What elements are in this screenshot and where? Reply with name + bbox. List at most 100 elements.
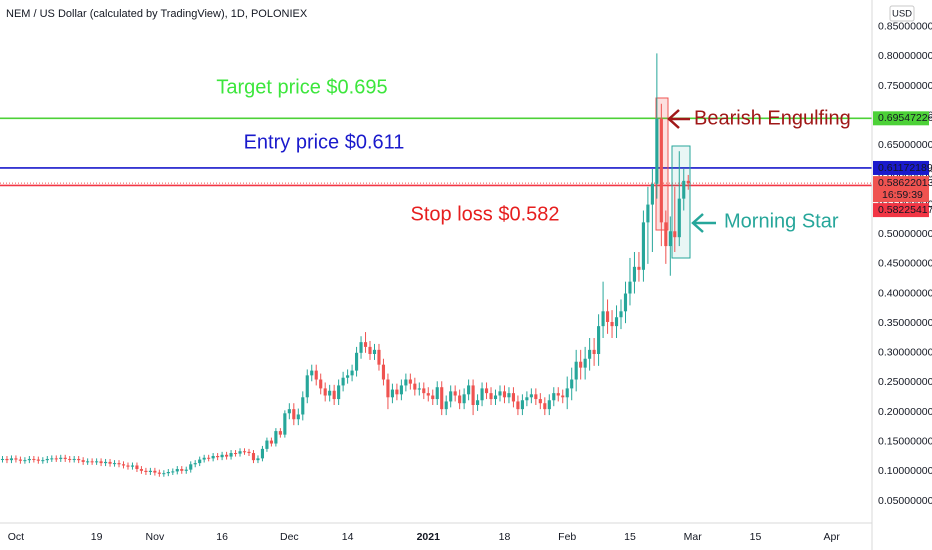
price-tag [873,203,929,218]
candle-body [381,364,386,380]
x-tick-label: 15 [624,531,636,543]
candle-body [556,393,560,396]
candle-body [86,461,90,463]
candle-body [229,453,233,457]
candle-body [614,317,619,327]
candle-body [108,461,112,464]
candle-body [592,349,596,355]
y-tick-label: 0.45000000 [878,258,932,270]
candle-body [561,395,565,398]
candle-body [520,400,524,410]
candle-body [305,375,309,398]
candle-body [610,321,614,327]
candle-body [278,431,282,435]
candle-body [623,293,628,312]
candle-body [502,391,507,398]
candle-body [202,457,206,460]
candle-body [189,464,193,470]
candle-body [157,472,161,474]
candle-body [314,370,318,380]
candle-body [193,463,197,465]
candle-body [72,458,76,460]
candle-body [233,453,238,455]
y-tick-label: 0.40000000 [878,287,932,299]
candle-body [256,458,260,461]
candle-body [310,370,314,376]
candle-body [458,395,462,404]
candle-body [570,379,574,389]
candle-body [605,311,610,322]
price-tag-label: 0.69547226 [878,112,932,124]
candle-body [283,413,287,435]
candle-body [139,469,143,471]
x-tick-label: Oct [8,531,24,543]
candle-body [538,399,542,404]
candle-body [319,379,323,389]
y-tick-label: 0.05000000 [878,495,932,507]
currency-box[interactable] [889,5,915,22]
candle-body [386,379,390,398]
candle-body [341,377,345,386]
chart-title: NEM / US Dollar (calculated by TradingVi… [6,8,308,20]
candle-body [547,400,551,410]
candle-body [359,342,363,353]
candle-body [579,361,583,368]
y-tick-label: 0.20000000 [878,406,932,418]
candle-body [198,459,202,464]
candle-body [32,458,36,460]
candle-body [511,393,516,402]
candle-body [242,451,247,453]
candle-body [323,388,327,396]
candle-body [63,457,67,459]
candle-body [413,383,417,390]
candle-body [529,394,533,398]
candle-body [408,379,412,384]
axis-labels: 0.05000000 0.10000000 0.15000000 0.20000000… [8,20,932,542]
candle-body [337,385,341,400]
candle-body [292,409,296,420]
candle-body [686,180,690,184]
candle-body [50,458,54,460]
price-tag [873,160,929,175]
candle-body [484,388,489,394]
candle-body [444,401,448,410]
candle-body [104,461,108,464]
candle-body [440,387,444,410]
candle-body [117,463,121,465]
candle-body [328,390,332,396]
candle-body [68,458,72,460]
candle-body [332,390,336,400]
candle-body [220,454,224,458]
morning-star-box [671,145,691,259]
candle-body [27,458,31,461]
candle-body [77,458,81,461]
annotation-stop: Stop loss $0.582 [411,203,560,225]
candle-body [265,440,269,449]
candle-body [350,370,354,376]
candle-body [153,470,157,473]
candle-body [36,459,40,461]
candle-body [121,464,126,466]
currency[interactable]: USD [892,9,912,20]
candle-body [637,266,641,270]
candle-body [99,461,103,464]
y-tick-label: 0.15000000 [878,436,932,448]
candle-body [682,180,686,199]
candle-body [588,349,592,359]
candle-body [417,388,421,390]
price-countdown: 16:59:39 [882,189,923,201]
candle-body [18,459,22,461]
x-tick-label: 14 [342,531,354,543]
candle-body [41,460,45,462]
candle-body [399,385,403,395]
candle-body [130,465,135,467]
candle-body [216,455,220,458]
levels [0,117,872,187]
candle-body [180,469,184,471]
candle-body [274,431,278,444]
candle-body [207,457,211,459]
candle-body [148,470,152,473]
price-axis [872,0,932,550]
x-tick-label: Feb [558,531,576,543]
annotation-entry: Entry price $0.611 [244,131,405,153]
